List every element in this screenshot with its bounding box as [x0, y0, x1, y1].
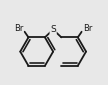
Text: Br: Br: [14, 24, 23, 33]
Text: Br: Br: [83, 24, 92, 33]
Text: S: S: [50, 25, 56, 34]
